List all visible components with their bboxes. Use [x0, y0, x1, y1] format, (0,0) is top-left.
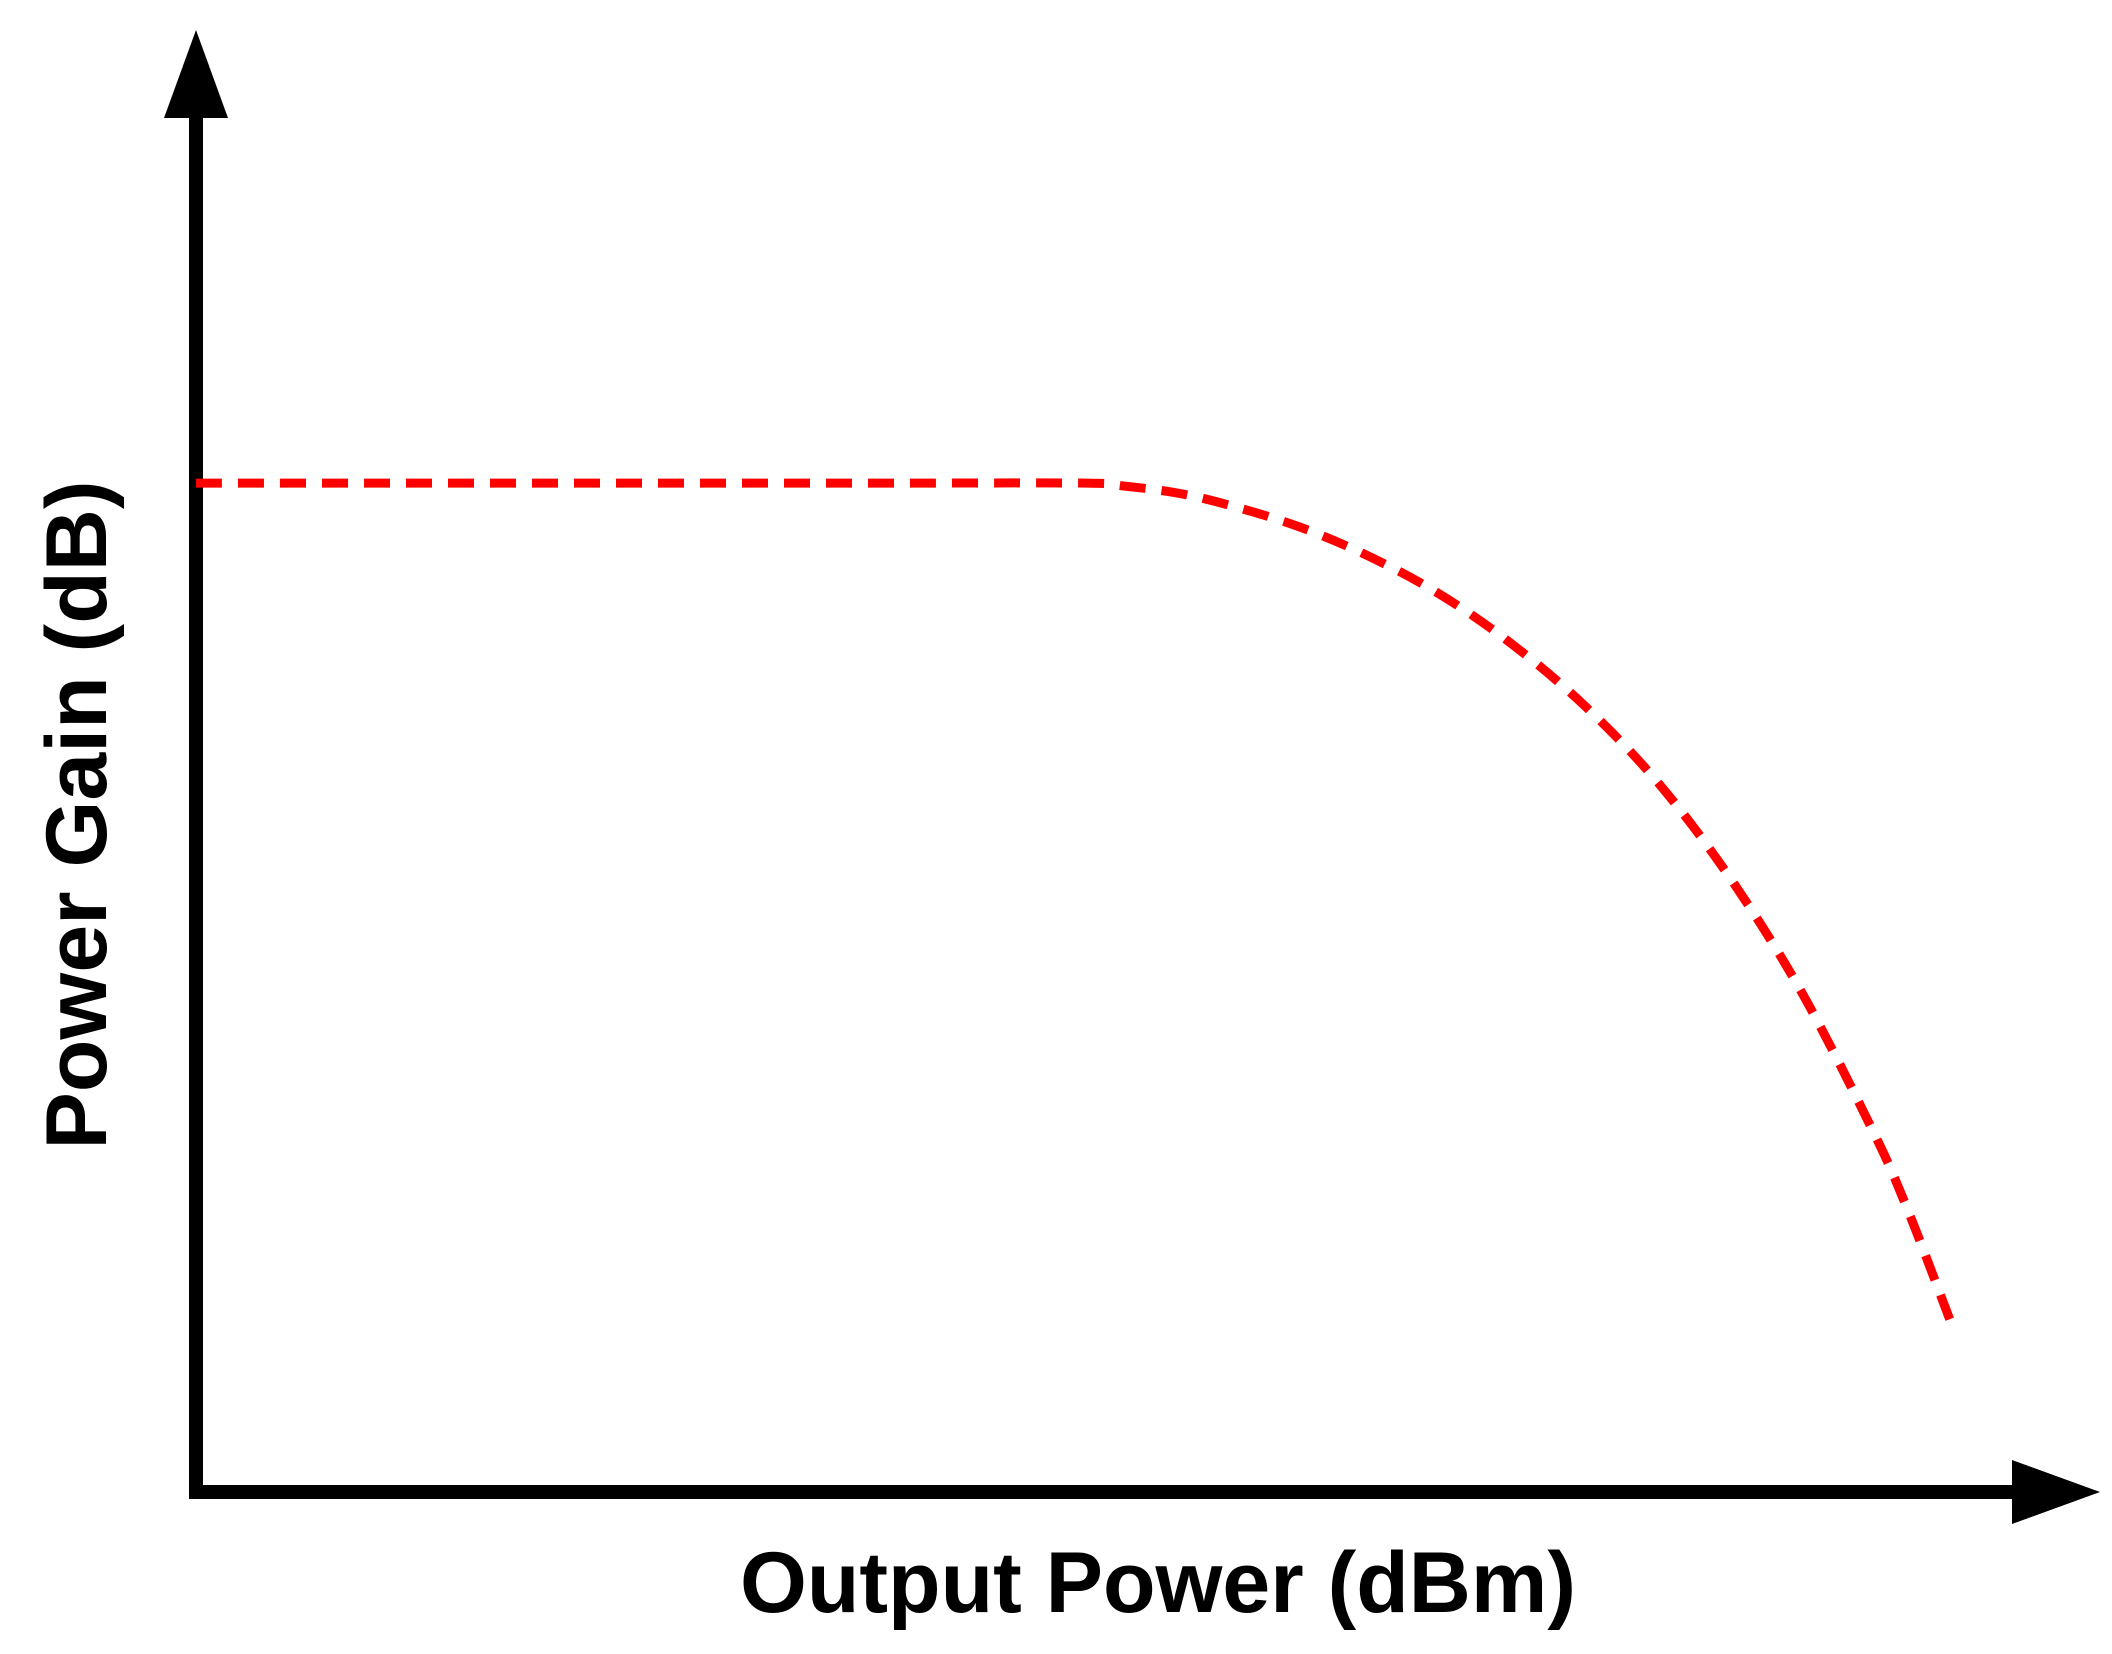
x-axis-label: Output Power (dBm)	[740, 1535, 1576, 1631]
y-axis-label: Power Gain (dB)	[29, 481, 125, 1150]
power-gain-curve	[196, 478, 1956, 1326]
x-axis-arrow	[2012, 1460, 2100, 1524]
y-axis-arrow	[164, 30, 228, 118]
